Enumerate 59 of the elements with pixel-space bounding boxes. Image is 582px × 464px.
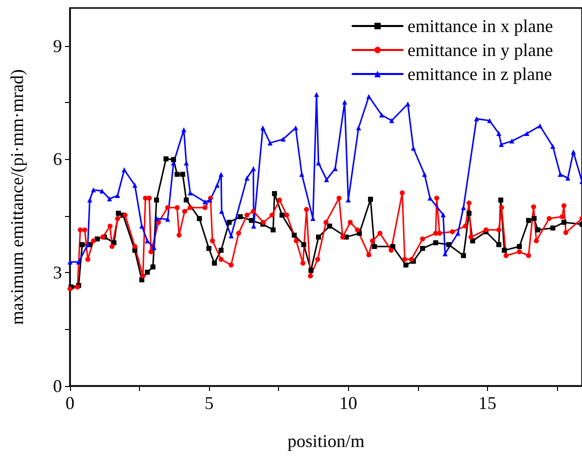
point: [496, 242, 502, 248]
legend-label: emittance in x plane: [408, 16, 554, 36]
x-tick-label: 10: [339, 393, 358, 413]
y-tick-label: 3: [53, 262, 62, 283]
point: [164, 156, 168, 162]
point: [470, 238, 476, 244]
point: [150, 264, 156, 270]
x-axis-title: position/m: [287, 431, 365, 451]
point: [301, 242, 306, 248]
point: [116, 210, 121, 216]
point: [184, 198, 189, 203]
y-tick-label: 9: [53, 36, 62, 56]
point: [532, 216, 537, 222]
point: [154, 198, 160, 203]
point: [446, 242, 452, 248]
point: [390, 244, 396, 250]
y-axis-title: maximum emittance/(pi·mm·mrad): [7, 69, 27, 325]
point: [80, 242, 85, 248]
point: [460, 253, 466, 258]
point: [550, 225, 556, 230]
point: [535, 227, 540, 232]
point: [206, 246, 212, 251]
point: [433, 240, 438, 246]
point: [561, 220, 566, 225]
y-tick-label: 0: [53, 376, 62, 396]
x-tick-label: 0: [66, 393, 74, 413]
point: [94, 236, 100, 242]
point: [420, 246, 426, 251]
point: [316, 234, 321, 240]
point: [248, 218, 254, 223]
point: [372, 244, 377, 250]
y-tick-label: 6: [53, 149, 62, 170]
point: [502, 248, 507, 253]
legend-label: emittance in z plane: [408, 64, 552, 84]
point: [292, 232, 297, 238]
point: [516, 244, 522, 250]
point: [466, 210, 472, 216]
point: [526, 218, 532, 223]
point: [171, 157, 176, 162]
point: [368, 196, 374, 202]
point: [218, 248, 224, 253]
legend-label: emittance in y plane: [408, 40, 554, 60]
point: [111, 240, 116, 246]
point: [327, 224, 332, 229]
point: [144, 270, 150, 275]
point: [403, 262, 408, 268]
point: [498, 198, 504, 203]
point: [226, 220, 232, 225]
point: [270, 227, 276, 232]
point: [196, 216, 202, 222]
point: [272, 191, 278, 196]
point: [212, 260, 217, 266]
point: [238, 214, 243, 220]
x-tick-label: 15: [478, 393, 496, 413]
point: [180, 172, 186, 177]
point: [280, 212, 285, 218]
point: [174, 172, 180, 177]
x-tick-label: 5: [204, 393, 214, 413]
point: [308, 268, 314, 273]
